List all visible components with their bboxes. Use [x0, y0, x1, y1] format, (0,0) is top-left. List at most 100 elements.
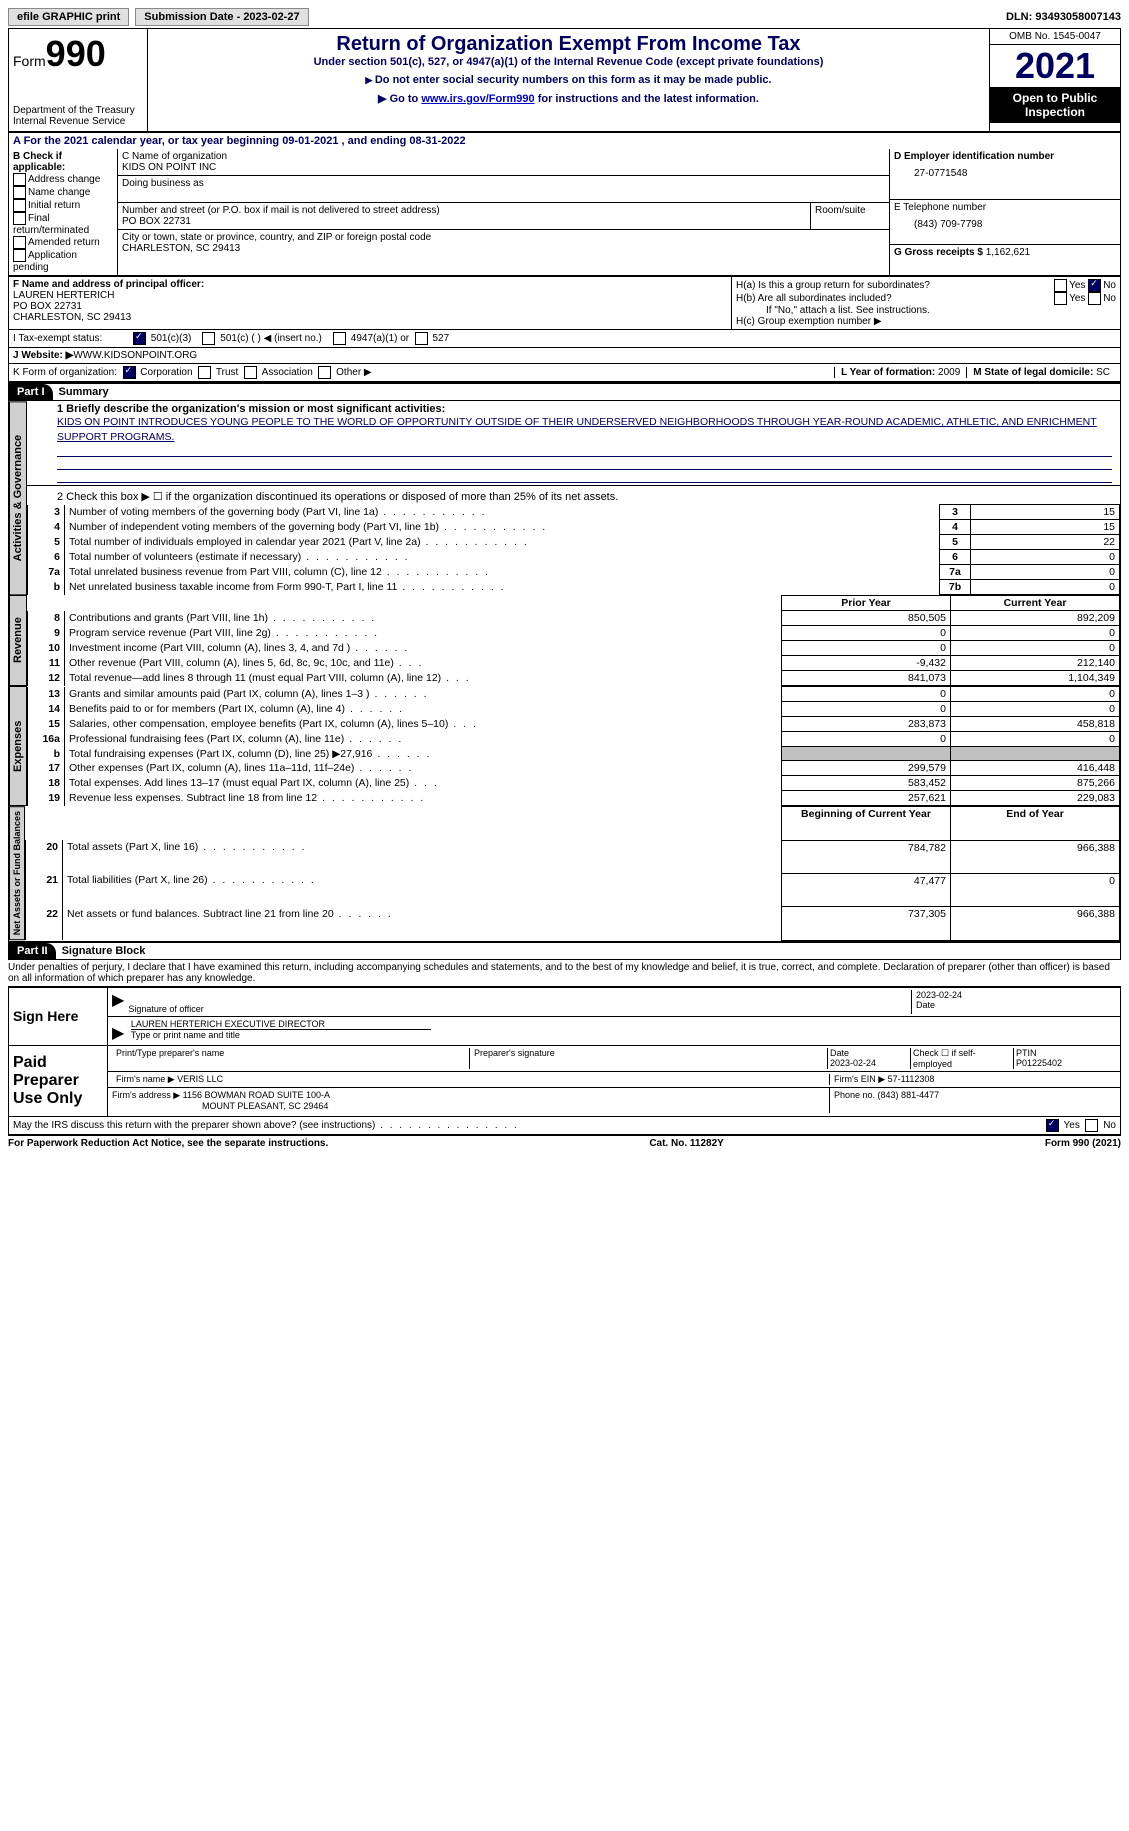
declaration: Under penalties of perjury, I declare th… — [8, 960, 1121, 986]
city-label: City or town, state or province, country… — [122, 232, 885, 243]
tab-ag: Activities & Governance — [9, 401, 27, 595]
chk-pending[interactable]: Application pending — [13, 249, 113, 273]
box-b-title: B Check if applicable: — [13, 151, 113, 173]
addr-label: Number and street (or P.O. box if mail i… — [122, 205, 806, 216]
submission-date-button[interactable]: Submission Date - 2023-02-27 — [135, 8, 308, 26]
chk-assoc[interactable] — [244, 366, 257, 379]
box-f-label: F Name and address of principal officer: — [13, 279, 727, 290]
discuss-no[interactable] — [1085, 1119, 1098, 1132]
row-j-label: J Website: ▶ — [13, 350, 73, 361]
part1-exp: Expenses 13Grants and similar amounts pa… — [8, 686, 1121, 806]
row-i-label: I Tax-exempt status: — [13, 333, 133, 344]
box-d-label: D Employer identification number — [894, 151, 1116, 162]
footer-center: Cat. No. 11282Y — [649, 1138, 723, 1149]
discuss-row: May the IRS discuss this return with the… — [8, 1117, 1121, 1136]
irs-link[interactable]: www.irs.gov/Form990 — [421, 93, 534, 105]
part1-header: Part I Summary — [8, 383, 1121, 401]
table-net: Beginning of Current YearEnd of Year20To… — [25, 806, 1120, 940]
tax-year: 2021 — [990, 45, 1120, 87]
part1-title: Summary — [53, 384, 115, 400]
chk-trust[interactable] — [198, 366, 211, 379]
paid-preparer-label: Paid Preparer Use Only — [9, 1046, 108, 1116]
table-exp: 13Grants and similar amounts paid (Part … — [27, 686, 1120, 806]
chk-address[interactable]: Address change — [13, 173, 113, 186]
hb-yes-chk[interactable] — [1054, 292, 1067, 305]
dln-label: DLN: 93493058007143 — [1006, 11, 1121, 23]
box-e-label: E Telephone number — [894, 202, 1116, 213]
hb-no-chk[interactable] — [1088, 292, 1101, 305]
subtitle: Under section 501(c), 527, or 4947(a)(1)… — [152, 56, 985, 68]
chk-final[interactable]: Final return/terminated — [13, 212, 113, 236]
part2-header: Part II Signature Block — [8, 943, 1121, 960]
tri-icon: ▶ — [112, 990, 124, 1014]
chk-527[interactable] — [415, 332, 428, 345]
form-header: Form990 Department of the Treasury Inter… — [8, 28, 1121, 133]
row-j: J Website: ▶ WWW.KIDSONPOINT.ORG — [8, 348, 1121, 364]
box-g-label: G Gross receipts $ — [894, 247, 986, 258]
box-c-label: C Name of organization — [122, 151, 885, 162]
ha-no-chk[interactable] — [1088, 279, 1101, 292]
org-name: KIDS ON POINT INC — [122, 162, 885, 173]
chk-501c[interactable] — [202, 332, 215, 345]
table-ag: 3Number of voting members of the governi… — [27, 504, 1120, 595]
main-title: Return of Organization Exempt From Incom… — [152, 33, 985, 56]
room-label: Room/suite — [810, 203, 889, 229]
part2-title: Signature Block — [56, 943, 152, 959]
row-a: A For the 2021 calendar year, or tax yea… — [8, 133, 1121, 149]
chk-other[interactable] — [318, 366, 331, 379]
goto-post: for instructions and the latest informat… — [535, 93, 759, 105]
chk-501c3[interactable] — [133, 332, 146, 345]
gross-val: 1,162,621 — [986, 247, 1031, 258]
part1-hdr: Part I — [9, 384, 53, 400]
ha-yes-chk[interactable] — [1054, 279, 1067, 292]
officer-name: LAUREN HERTERICH — [13, 290, 727, 301]
ha-label: H(a) Is this a group return for subordin… — [736, 280, 1054, 291]
dba-label: Doing business as — [122, 178, 885, 189]
tab-net: Net Assets or Fund Balances — [9, 806, 25, 940]
omb-label: OMB No. 1545-0047 — [990, 29, 1120, 45]
form-number: 990 — [46, 33, 106, 74]
part1-body: Activities & Governance 1 Briefly descri… — [8, 401, 1121, 595]
ein-val: 27-0771548 — [894, 168, 1116, 179]
city-val: CHARLESTON, SC 29413 — [122, 243, 885, 254]
goto-pre: Go to — [390, 93, 422, 105]
line2: 2 Check this box ▶ ☐ if the organization… — [27, 486, 1120, 504]
top-bar: efile GRAPHIC print Submission Date - 20… — [8, 8, 1121, 26]
form-prefix: Form — [13, 53, 46, 69]
chk-name[interactable]: Name change — [13, 186, 113, 199]
sign-here-label: Sign Here — [9, 988, 108, 1045]
chk-4947[interactable] — [333, 332, 346, 345]
chk-corp[interactable] — [123, 366, 136, 379]
tri-icon: ▶ — [112, 1025, 124, 1042]
signature-block: Sign Here ▶ Signature of officer 2023-02… — [8, 986, 1121, 1117]
officer-addr1: PO BOX 22731 — [13, 301, 727, 312]
note-ssn: Do not enter social security numbers on … — [152, 74, 985, 86]
dept-label: Department of the Treasury Internal Reve… — [13, 105, 143, 127]
phone-val: (843) 709-7798 — [894, 219, 1116, 230]
section-bcdeg: B Check if applicable: Address change Na… — [8, 149, 1121, 277]
footer-left: For Paperwork Reduction Act Notice, see … — [8, 1138, 328, 1149]
table-rev: Prior YearCurrent Year8Contributions and… — [27, 595, 1120, 686]
tab-rev: Revenue — [9, 595, 27, 686]
row-klm: K Form of organization: Corporation Trus… — [8, 364, 1121, 383]
tab-exp: Expenses — [9, 686, 27, 806]
addr-val: PO BOX 22731 — [122, 216, 806, 227]
hb-label: H(b) Are all subordinates included? — [736, 293, 1054, 304]
footer: For Paperwork Reduction Act Notice, see … — [8, 1138, 1121, 1149]
website-val: WWW.KIDSONPOINT.ORG — [73, 350, 197, 361]
part1-rev: Revenue Prior YearCurrent Year8Contribut… — [8, 595, 1121, 686]
section-fh: F Name and address of principal officer:… — [8, 277, 1121, 330]
mission-text: KIDS ON POINT INTRODUCES YOUNG PEOPLE TO… — [57, 415, 1112, 444]
chk-amended[interactable]: Amended return — [13, 236, 113, 249]
open-inspection: Open to Public Inspection — [990, 87, 1120, 123]
row-i: I Tax-exempt status: 501(c)(3) 501(c) ( … — [8, 330, 1121, 348]
hb-note: If "No," attach a list. See instructions… — [736, 305, 1116, 316]
discuss-yes[interactable] — [1046, 1119, 1059, 1132]
line1-label: 1 Briefly describe the organization's mi… — [57, 403, 1112, 415]
part2-hdr: Part II — [9, 943, 56, 959]
footer-right: Form 990 (2021) — [1045, 1138, 1121, 1149]
efile-print-button[interactable]: efile GRAPHIC print — [8, 8, 129, 26]
part1-net: Net Assets or Fund Balances Beginning of… — [8, 806, 1121, 942]
hc-label: H(c) Group exemption number ▶ — [736, 316, 1116, 327]
chk-initial[interactable]: Initial return — [13, 199, 113, 212]
